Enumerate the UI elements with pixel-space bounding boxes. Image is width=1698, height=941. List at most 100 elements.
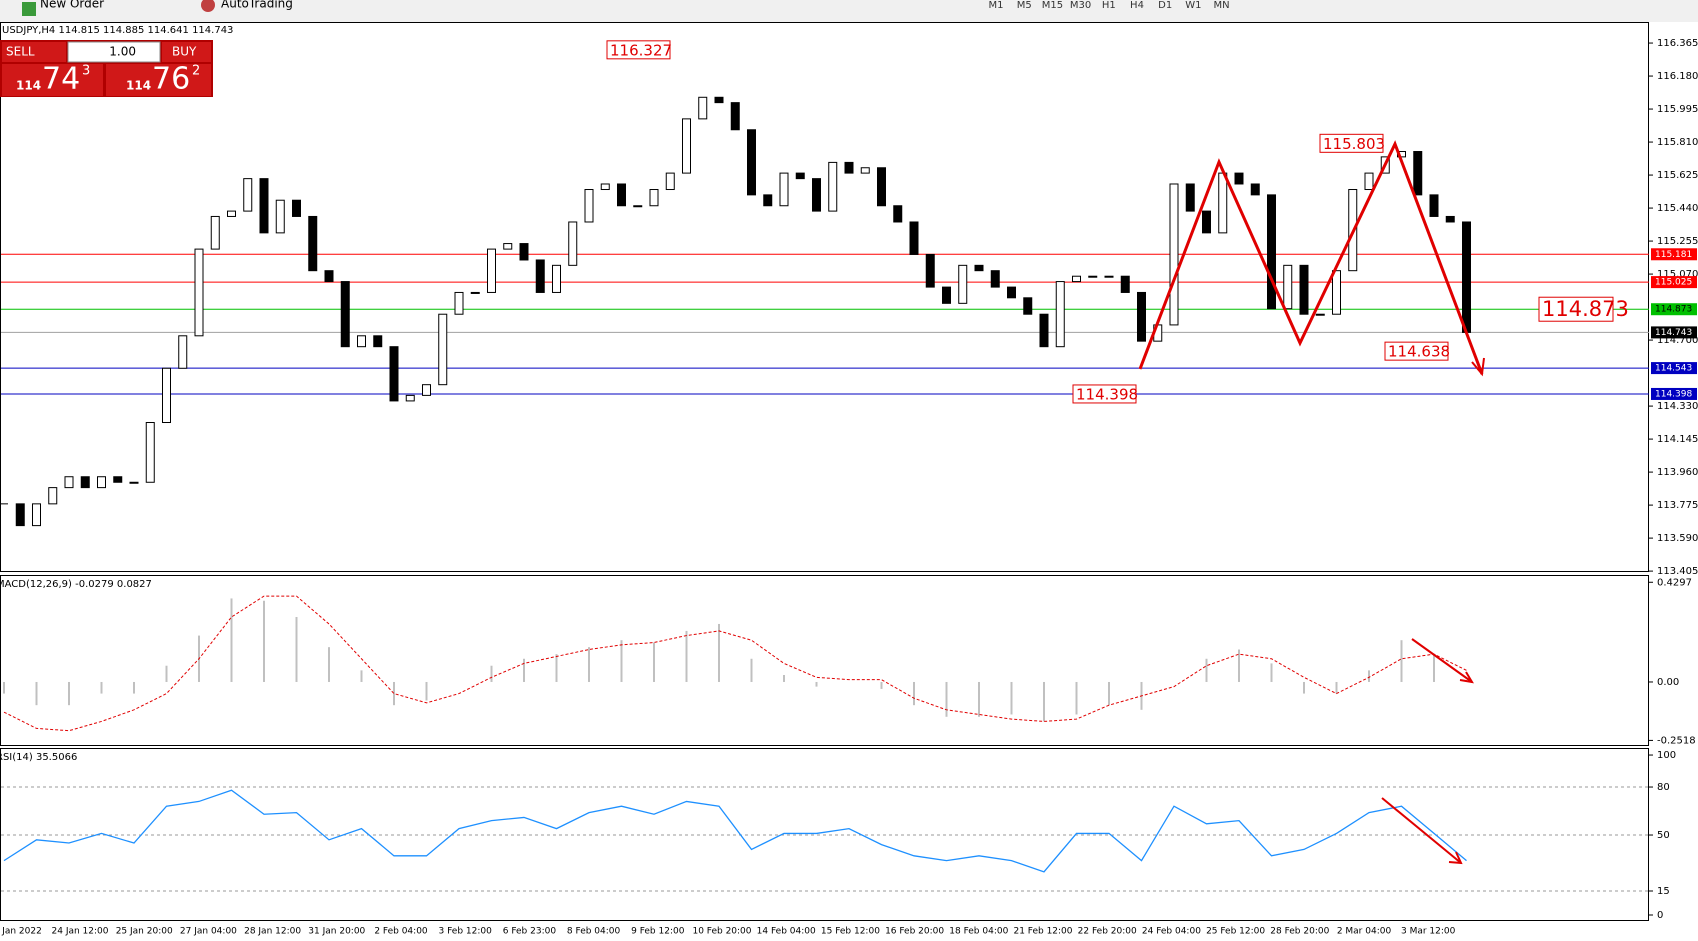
timeframe-button[interactable]: M15 bbox=[1042, 0, 1063, 11]
candle bbox=[64, 476, 74, 489]
candle bbox=[97, 476, 106, 489]
candle bbox=[275, 199, 285, 234]
candle bbox=[470, 291, 480, 294]
x-tick-label: 18 Feb 04:00 bbox=[949, 927, 1008, 937]
candle bbox=[503, 243, 513, 250]
price-level-label: 115.181 bbox=[1655, 250, 1692, 260]
candle bbox=[1023, 297, 1033, 315]
x-tick-label: 24 Jan 12:00 bbox=[52, 927, 109, 937]
candle bbox=[1267, 194, 1276, 310]
candle bbox=[909, 221, 919, 255]
x-tick-label: 3 Mar 12:00 bbox=[1401, 927, 1456, 937]
price-callout-box bbox=[606, 40, 671, 60]
rsi-line bbox=[3, 789, 1467, 873]
x-tick-label: 8 Feb 04:00 bbox=[567, 927, 621, 937]
candle bbox=[32, 503, 41, 527]
candle bbox=[373, 335, 383, 348]
candle bbox=[292, 199, 301, 217]
x-tick-label: 24 Feb 04:00 bbox=[1142, 927, 1201, 937]
new-order[interactable]: New Order bbox=[40, 0, 104, 11]
price-level-tag bbox=[1651, 248, 1697, 261]
candle bbox=[145, 422, 155, 483]
candle bbox=[763, 194, 773, 207]
candle bbox=[487, 248, 496, 293]
y-tick-label: 115.995 bbox=[1657, 104, 1698, 115]
candle bbox=[243, 178, 253, 212]
timeframe-button[interactable]: MN bbox=[1214, 0, 1230, 11]
y-tick-label: 114.330 bbox=[1657, 401, 1698, 412]
x-tick-label: 25 Feb 12:00 bbox=[1206, 927, 1265, 937]
sell-button[interactable] bbox=[2, 42, 66, 62]
sell-price[interactable] bbox=[2, 64, 103, 96]
buy-price[interactable] bbox=[106, 64, 211, 96]
x-tick-label: 10 Feb 20:00 bbox=[692, 927, 751, 937]
candle bbox=[958, 264, 968, 304]
candle bbox=[422, 384, 431, 396]
candle bbox=[812, 178, 821, 212]
candle bbox=[15, 503, 25, 527]
y-tick-label: 113.775 bbox=[1657, 500, 1698, 511]
chart-title: USDJPY,H4 114.815 114.885 114.641 114.74… bbox=[2, 25, 233, 36]
x-tick-label: 9 Feb 12:00 bbox=[631, 927, 685, 937]
x-tick-label: 16 Feb 20:00 bbox=[885, 927, 944, 937]
sell-label[interactable]: SELL bbox=[6, 45, 35, 59]
price-level-label: 115.025 bbox=[1655, 278, 1692, 288]
candle bbox=[194, 248, 204, 337]
y-tick-label: 114.700 bbox=[1657, 335, 1698, 346]
main-panel bbox=[0, 22, 1649, 572]
x-tick-label: Jan 2022 bbox=[1, 927, 42, 937]
timeframe-button[interactable]: M5 bbox=[1017, 0, 1032, 11]
candle bbox=[340, 281, 350, 348]
candle bbox=[308, 215, 318, 272]
candle bbox=[795, 172, 805, 180]
candle bbox=[584, 189, 594, 223]
timeframe-button[interactable]: H1 bbox=[1102, 0, 1116, 11]
buy-button[interactable] bbox=[162, 42, 211, 62]
y-tick-label: 115.440 bbox=[1657, 203, 1698, 214]
candle bbox=[259, 178, 269, 234]
y-tick-label: 113.590 bbox=[1657, 533, 1698, 544]
buy-label[interactable]: BUY bbox=[172, 45, 197, 59]
price-callout-box bbox=[1072, 384, 1137, 404]
candle bbox=[844, 161, 854, 174]
macd-panel bbox=[0, 575, 1649, 746]
candle bbox=[48, 487, 58, 505]
level-callout: 114.873 bbox=[1542, 297, 1629, 321]
auto-trading[interactable]: AutoTrading bbox=[221, 0, 293, 11]
timeframe-button[interactable]: M1 bbox=[989, 0, 1004, 11]
timeframe-button[interactable]: W1 bbox=[1185, 0, 1201, 11]
candle bbox=[877, 167, 886, 207]
candle bbox=[519, 243, 529, 261]
toolbar bbox=[0, 0, 1698, 22]
timeframe-button[interactable]: D1 bbox=[1158, 0, 1172, 11]
candle bbox=[405, 394, 415, 402]
candle bbox=[747, 129, 756, 196]
candle bbox=[113, 476, 123, 483]
sell-sup: 3 bbox=[82, 64, 90, 79]
new-order-icon[interactable] bbox=[22, 2, 36, 16]
lots[interactable]: 1.00 bbox=[109, 45, 136, 59]
x-tick-label: 3 Feb 12:00 bbox=[439, 927, 493, 937]
candle bbox=[682, 118, 691, 174]
candle bbox=[357, 335, 366, 348]
candle bbox=[1234, 172, 1244, 185]
candle bbox=[828, 161, 838, 212]
price-level-label: 114.873 bbox=[1655, 305, 1692, 315]
lots-input[interactable] bbox=[67, 41, 161, 63]
y-tick-label: 113.960 bbox=[1657, 467, 1698, 478]
y-tick-label: 115.625 bbox=[1657, 170, 1698, 181]
price-level-tag bbox=[1651, 362, 1697, 375]
candle bbox=[210, 215, 220, 250]
timeframe-button[interactable]: H4 bbox=[1130, 0, 1144, 11]
x-tick-label: 31 Jan 20:00 bbox=[308, 927, 365, 937]
candle bbox=[665, 172, 675, 191]
candle bbox=[389, 346, 399, 402]
autotrading-icon[interactable] bbox=[201, 0, 215, 12]
candle bbox=[990, 270, 1000, 288]
timeframe-button[interactable]: M30 bbox=[1070, 0, 1091, 11]
price-callout: 114.638 bbox=[1388, 343, 1450, 361]
sell-big: 114 bbox=[16, 79, 41, 93]
candle bbox=[1120, 275, 1130, 293]
trend-arrows bbox=[1138, 140, 1485, 865]
